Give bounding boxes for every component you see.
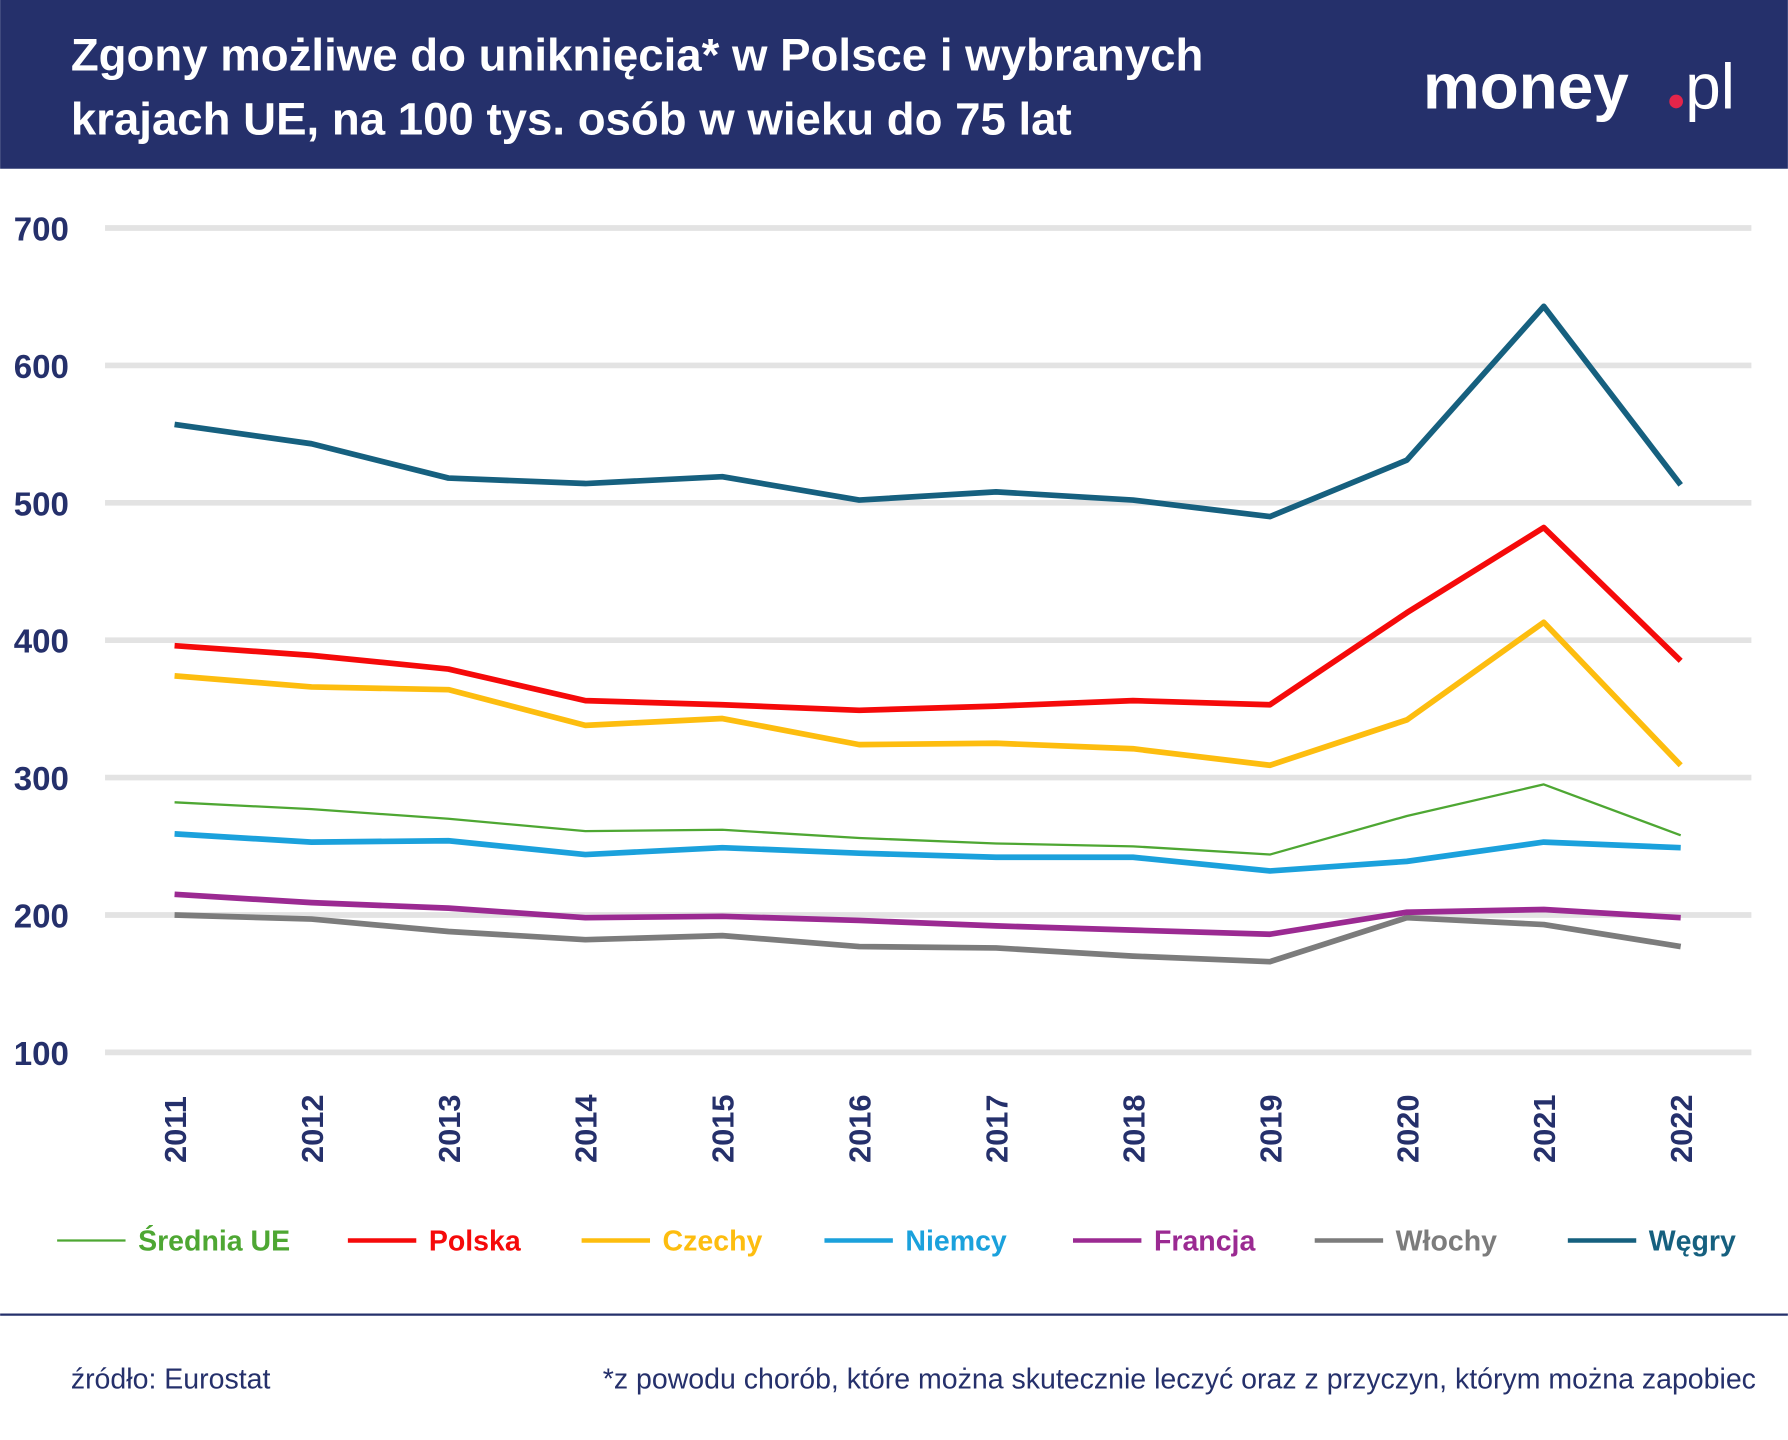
y-tick-label: 300 <box>14 761 69 798</box>
y-tick-label: 200 <box>14 899 69 936</box>
legend-label: Czechy <box>663 1226 763 1258</box>
header-background <box>0 0 1788 169</box>
money-pl-logo: money pl <box>1423 50 1735 122</box>
footnote-text: *z powodu chorób, które można skutecznie… <box>603 1364 1756 1396</box>
series-line-Włochy <box>174 912 1682 965</box>
series-line-Czechy <box>174 619 1683 769</box>
x-tick-label: 2022 <box>1664 1094 1699 1162</box>
x-tick-label: 2014 <box>569 1094 604 1162</box>
y-tick-label: 400 <box>14 624 69 661</box>
svg-text:pl: pl <box>1685 50 1735 122</box>
x-tick-label: 2017 <box>979 1094 1014 1162</box>
legend: Średnia UE Polska Czechy Niemcy Francja Włoch… <box>57 1226 1736 1258</box>
legend-label: Polska <box>429 1226 522 1258</box>
x-tick-label: 2015 <box>706 1094 741 1162</box>
y-tick-label: 600 <box>14 349 69 386</box>
source-text: źródło: Eurostat <box>71 1364 271 1396</box>
legend-label: Francja <box>1154 1226 1257 1258</box>
legend-item: Średnia UE <box>57 1226 290 1258</box>
legend-item: Włochy <box>1314 1226 1497 1258</box>
legend-item: Francja <box>1073 1226 1256 1258</box>
y-axis-ticks: 700 600 500 400 300 200 100 <box>14 212 69 1073</box>
svg-text:money: money <box>1423 50 1629 122</box>
legend-item: Niemcy <box>824 1226 1007 1258</box>
series-line-Francja <box>174 891 1681 938</box>
legend-label: Węgry <box>1649 1226 1736 1258</box>
x-tick-label: 2016 <box>843 1094 878 1162</box>
legend-item: Węgry <box>1567 1226 1736 1258</box>
x-tick-label: 2011 <box>158 1096 193 1163</box>
x-tick-label: 2021 <box>1527 1094 1562 1162</box>
x-tick-label: 2019 <box>1253 1094 1288 1162</box>
series-line-Polska <box>174 524 1683 714</box>
series-line-Niemcy <box>174 831 1681 874</box>
y-tick-label: 100 <box>14 1036 69 1073</box>
x-tick-label: 2018 <box>1116 1094 1151 1162</box>
series-line-Średnia UE <box>174 783 1682 856</box>
series-lines <box>174 303 1683 965</box>
legend-item: Polska <box>347 1226 522 1258</box>
x-axis-ticks: 2011 2012 2013 2014 2015 2016 2017 2018 2019 2020… <box>158 1094 1699 1162</box>
gridlines <box>105 225 1752 1056</box>
x-tick-label: 2020 <box>1390 1094 1425 1162</box>
x-tick-label: 2013 <box>432 1094 467 1162</box>
y-tick-label: 500 <box>14 486 69 523</box>
x-tick-label: 2012 <box>295 1094 330 1162</box>
legend-item: Czechy <box>581 1226 763 1258</box>
legend-label: Średnia UE <box>138 1226 290 1258</box>
series-line-Węgry <box>174 303 1683 520</box>
legend-label: Niemcy <box>905 1226 1007 1258</box>
chart-title-line1: Zgony możliwe do uniknięcia* w Polsce i … <box>71 30 1204 81</box>
y-tick-label: 700 <box>14 212 69 249</box>
legend-label: Włochy <box>1396 1226 1497 1258</box>
chart-title-line2: krajach UE, na 100 tys. osób w wieku do … <box>71 94 1072 145</box>
